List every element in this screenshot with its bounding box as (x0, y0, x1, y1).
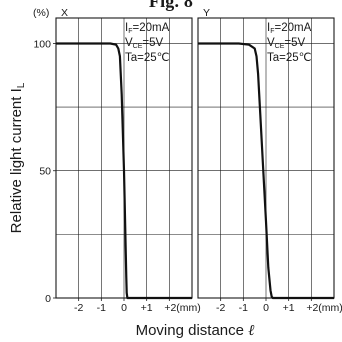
y-axis-label-text: Relative light current (8, 96, 25, 234)
y-axis-symbol-subscript: L (16, 82, 27, 88)
page-title: Fig. 8 (148, 0, 194, 11)
condition-text: IF=20mA (267, 22, 312, 35)
panel-label: X (61, 7, 68, 19)
condition-subscript: F (270, 28, 274, 35)
chart-panel-y: -2 -1 0 +1 +2(mm) Y IF=20mA VCE=5V Ta=25℃ (197, 7, 342, 314)
y-tick-label: 100 (33, 38, 51, 50)
condition-text: Ta=25℃ (267, 52, 312, 64)
title-strip: Fig. 8 (0, 0, 342, 16)
data-curve (56, 42, 192, 300)
condition-text: Ta=25℃ (125, 52, 170, 64)
x-tick-label: -2 (216, 302, 225, 314)
condition-symbol: Ta (125, 52, 138, 64)
condition-subscript: CE (133, 43, 143, 50)
x-tick-label: 0 (263, 302, 269, 314)
condition-subscript: CE (275, 43, 285, 50)
chart-panel-x: -2 -1 0 +1 +2(mm) 0 50 100 X IF=20mA VCE=5V Ta=25℃ (33, 7, 200, 314)
y-unit-label: (%) (33, 7, 49, 19)
y-axis-label: Relative light current IL (8, 82, 27, 233)
condition-subscript: F (128, 28, 132, 35)
condition-symbol: I (267, 22, 270, 34)
condition-value: =5V (284, 37, 305, 49)
condition-text: VCE=5V (125, 37, 164, 50)
panel-label: Y (203, 7, 210, 19)
x-axis-symbol: ℓ (248, 323, 254, 339)
condition-value: =20mA (132, 22, 169, 34)
y-tick-label: 0 (45, 293, 51, 305)
condition-text: IF=20mA (125, 22, 170, 35)
x-tick-label: +1 (141, 302, 153, 314)
condition-text: VCE=5V (267, 37, 306, 50)
x-tick-label: +1 (283, 302, 295, 314)
condition-symbol: I (125, 22, 128, 34)
x-axis-label-text: Moving distance (136, 322, 244, 339)
x-tick-label: -2 (74, 302, 83, 314)
condition-value: =25℃ (279, 52, 312, 64)
x-axis-label: Moving distance ℓ (136, 322, 255, 339)
y-axis-symbol: I (8, 88, 25, 92)
condition-value: =5V (142, 37, 163, 49)
condition-symbol: Ta (267, 52, 280, 64)
x-tick-label: 0 (121, 302, 127, 314)
x-tick-label: +2(mm) (306, 302, 342, 314)
condition-value: =25℃ (137, 52, 170, 64)
x-tick-label: -1 (97, 302, 106, 314)
y-tick-label: 50 (39, 166, 51, 178)
x-tick-label: -1 (239, 302, 248, 314)
condition-symbol: V (125, 37, 133, 49)
condition-symbol: V (267, 37, 275, 49)
x-tick-label: +2(mm) (164, 302, 200, 314)
condition-value: =20mA (274, 22, 311, 34)
data-curve (198, 42, 334, 300)
